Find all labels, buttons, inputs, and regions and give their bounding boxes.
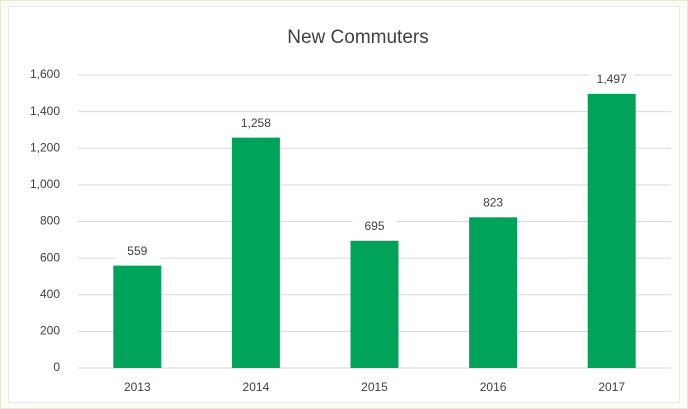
data-label-bg (233, 114, 278, 133)
data-label: 823 (483, 195, 503, 209)
data-label-bg (589, 70, 634, 89)
y-tick-label: 800 (40, 214, 60, 228)
chart-frame (8, 6, 680, 403)
bar (350, 240, 399, 368)
y-tick-label: 1,200 (30, 140, 60, 154)
data-label-bg (115, 242, 160, 261)
chart-title: New Commuters (287, 27, 428, 48)
x-tick-label: 2015 (361, 380, 388, 394)
y-tick-label: 400 (40, 287, 60, 301)
y-tick-label: 600 (40, 250, 60, 264)
data-label-bg (471, 194, 516, 213)
data-label: 695 (364, 219, 384, 233)
data-label: 1,258 (241, 116, 271, 130)
x-tick-label: 2016 (480, 380, 507, 394)
bar (113, 265, 162, 368)
bar (231, 137, 280, 368)
y-tick-label: 1,600 (30, 67, 60, 81)
data-label-bg (352, 217, 397, 236)
data-label: 1,497 (597, 72, 627, 86)
y-tick-label: 1,400 (30, 104, 60, 118)
x-tick-label: 2013 (124, 380, 151, 394)
y-tick-label: 200 (40, 324, 60, 338)
data-label: 559 (127, 244, 147, 258)
x-tick-label: 2014 (243, 380, 270, 394)
y-tick-label: 0 (53, 360, 60, 374)
bar (469, 217, 518, 368)
y-tick-label: 1,000 (30, 177, 60, 191)
bar (587, 93, 636, 368)
x-tick-label: 2017 (598, 380, 625, 394)
